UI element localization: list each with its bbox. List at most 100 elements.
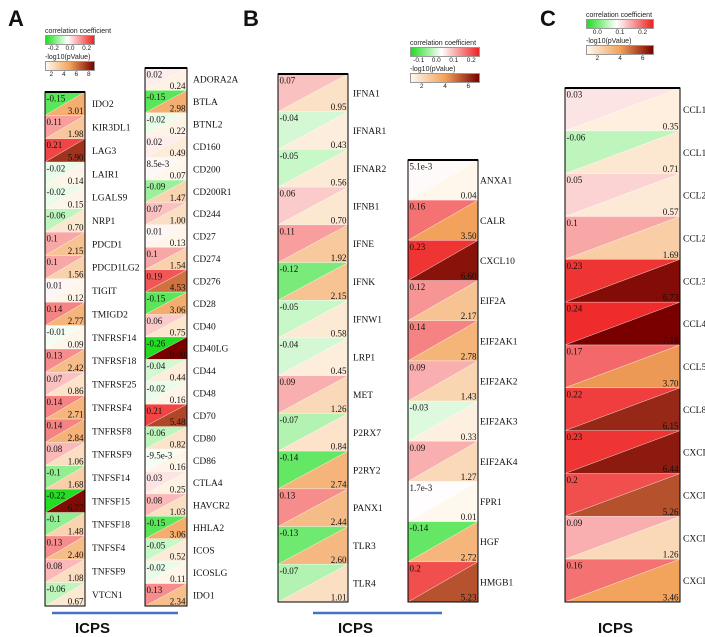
pvalue-label: 0.16 <box>170 395 186 405</box>
legend-pvalue-tick: 4 <box>61 71 66 78</box>
pvalue-label: 2.44 <box>331 517 347 527</box>
gene-label: EIF2AK4 <box>480 458 518 468</box>
gene-label: PANX1 <box>353 504 383 514</box>
pvalue-label: 1.26 <box>331 404 347 414</box>
gene-label: KIR3DL1 <box>92 124 131 134</box>
pvalue-label: 6.44 <box>663 464 679 474</box>
gene-label: CCL5 <box>683 363 705 373</box>
gene-label: TLR3 <box>353 542 376 552</box>
correlation-label: 0.1 <box>147 249 158 259</box>
legend-corr-tick: 0.1 <box>615 29 625 36</box>
pvalue-label: 0.43 <box>331 140 347 150</box>
correlation-label: 0.2 <box>410 563 421 573</box>
gene-label: LGALS9 <box>92 194 128 204</box>
pvalue-label: 2.42 <box>68 363 84 373</box>
legend-corr-tick: 0.0 <box>65 45 75 52</box>
correlation-label: -0.06 <box>47 584 66 594</box>
correlation-label: 0.14 <box>47 421 63 431</box>
gene-label: CCL19 <box>683 149 705 159</box>
correlation-label: -0.15 <box>147 518 166 528</box>
legend-corr-title: correlation coefficient <box>586 12 653 19</box>
gene-label: CTLA4 <box>193 479 223 489</box>
correlation-label: 0.13 <box>147 585 163 595</box>
legend-pvalue-title: -log10(pValue) <box>410 66 456 73</box>
correlation-label: -0.12 <box>280 264 299 274</box>
correlation-label: -0.15 <box>47 94 66 104</box>
legend-corr-tick: 0.1 <box>449 57 459 64</box>
correlation-label: -0.04 <box>280 340 299 350</box>
pvalue-label: 0.84 <box>331 442 347 452</box>
correlation-label: -0.02 <box>147 563 166 573</box>
gene-label: EIF2A <box>480 297 506 307</box>
correlation-label: 0.13 <box>280 490 296 500</box>
pvalue-label: 0.45 <box>331 366 347 376</box>
legend-corr-tick: 0.2 <box>82 45 92 52</box>
pvalue-label: 3.01 <box>68 106 84 116</box>
gene-label: TNFRSF8 <box>92 427 132 437</box>
pvalue-label: 0.12 <box>68 293 84 303</box>
gene-label: CD86 <box>193 457 216 467</box>
pvalue-label: 0.82 <box>170 440 186 450</box>
gene-label: TNFSF4 <box>92 544 126 554</box>
legend-corr-bar <box>410 47 480 57</box>
pvalue-label: 5.26 <box>663 507 679 517</box>
gene-label: CD276 <box>193 277 221 287</box>
correlation-label: -0.04 <box>147 361 166 371</box>
pvalue-label: 1.27 <box>461 472 477 482</box>
pvalue-label: 6.73 <box>663 293 679 303</box>
pvalue-label: 0.58 <box>331 329 347 339</box>
pvalue-label: 2.77 <box>68 316 84 326</box>
pvalue-label: 0.15 <box>68 199 84 209</box>
pvalue-label: 6.77 <box>68 503 84 513</box>
correlation-label: 0.02 <box>147 70 163 80</box>
correlation-label: 0.14 <box>410 322 426 332</box>
pvalue-label: 1.54 <box>170 260 186 270</box>
pvalue-label: 3.06 <box>170 529 186 539</box>
pvalue-label: 2.17 <box>461 311 477 321</box>
gene-label: ICOSLG <box>193 569 227 579</box>
pvalue-label: 1.48 <box>68 526 84 536</box>
pvalue-label: 7.18 <box>663 336 679 346</box>
pvalue-label: 0.44 <box>170 372 186 382</box>
gene-label: IFNE <box>353 240 374 250</box>
pvalue-label: 0.70 <box>68 223 84 233</box>
correlation-label: 0.01 <box>47 280 63 290</box>
correlation-label: 0.23 <box>567 261 583 271</box>
correlation-label: -0.06 <box>567 132 586 142</box>
correlation-label: 0.07 <box>47 374 63 384</box>
gene-label: TNFRSF25 <box>92 381 137 391</box>
gene-label: FPR1 <box>480 498 502 508</box>
gene-label: CD40LG <box>193 345 229 355</box>
correlation-label: -0.26 <box>147 339 166 349</box>
correlation-label: 0.03 <box>147 473 163 483</box>
gene-label: EIF2AK2 <box>480 378 518 388</box>
gene-label: CD27 <box>193 233 216 243</box>
gene-label: ANXA1 <box>480 177 512 187</box>
gene-label: CD70 <box>193 412 216 422</box>
pvalue-label: 1.68 <box>68 480 84 490</box>
correlation-label: 0.1 <box>47 234 58 244</box>
correlation-label: -9.5e-3 <box>147 451 173 461</box>
correlation-label: 0.06 <box>147 316 163 326</box>
gene-label: IFNW1 <box>353 316 382 326</box>
correlation-label: -0.22 <box>47 491 66 501</box>
correlation-label: -0.04 <box>280 113 299 123</box>
pvalue-label: 0.52 <box>170 552 186 562</box>
legend-corr-title: correlation coefficient <box>45 28 112 35</box>
correlation-label: -0.07 <box>280 415 299 425</box>
pvalue-label: 2.78 <box>461 351 477 361</box>
pvalue-label: 0.04 <box>461 191 477 201</box>
correlation-label: -0.14 <box>410 523 429 533</box>
correlation-label: 0.13 <box>47 351 63 361</box>
correlation-label: -0.07 <box>280 566 299 576</box>
legend-corr-tick: 0.0 <box>592 29 602 36</box>
panel-c-footer: ICPS <box>598 620 634 637</box>
correlation-label: 0.16 <box>410 202 426 212</box>
panel-letter-c: C <box>540 6 556 31</box>
pvalue-label: 0.33 <box>461 432 477 442</box>
legend-corr-bar <box>45 35 95 45</box>
pvalue-label: 9.00 <box>170 350 186 360</box>
gene-label: CD274 <box>193 255 221 265</box>
gene-label: CD48 <box>193 390 216 400</box>
